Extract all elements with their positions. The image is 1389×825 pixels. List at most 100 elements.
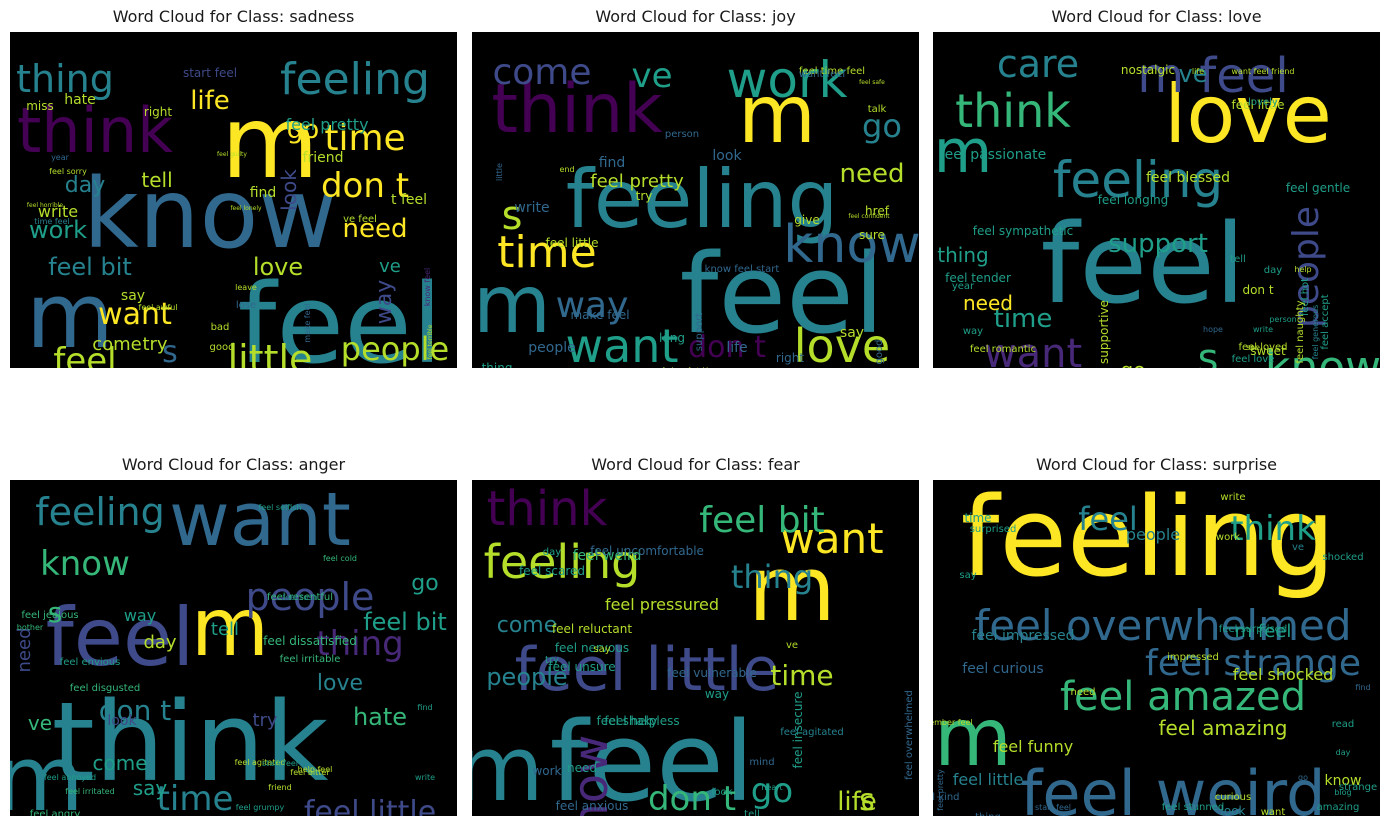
word-cloud-word: feel reluctant: [552, 622, 632, 636]
word-cloud-word: feel anxious: [556, 799, 629, 813]
word-cloud-word: go: [1121, 358, 1146, 368]
word-cloud-word: don t: [99, 694, 172, 727]
word-cloud-word: time: [964, 511, 991, 525]
word-cloud-word: need: [567, 761, 597, 775]
word-cloud-word: feel little: [515, 635, 780, 705]
word-cloud-word: s: [859, 783, 875, 816]
word-cloud-word: feel amazed: [1060, 674, 1306, 720]
word-cloud-word: blog: [1334, 788, 1351, 797]
word-cloud-word: say: [959, 570, 976, 581]
word-cloud-word: thing: [975, 812, 1001, 816]
word-cloud-word: go: [1298, 773, 1308, 782]
word-cloud-word: think: [1230, 509, 1316, 549]
word-cloud-word: feel horrible: [27, 202, 64, 209]
word-cloud-word: feel bit: [48, 253, 132, 281]
word-cloud-word: find: [599, 155, 626, 171]
word-cloud-word: feel awful: [139, 303, 178, 312]
word-cloud-word: feeling: [35, 490, 164, 534]
word-cloud-word: heart: [761, 783, 782, 792]
word-cloud-word: feel annoyed: [44, 773, 96, 782]
word-cloud-word: shocked: [1322, 552, 1363, 563]
word-cloud-word: work: [727, 51, 848, 109]
word-cloud-word: feel stunned: [1162, 802, 1224, 813]
word-cloud-word: s: [1198, 336, 1219, 368]
word-cloud-word: feel: [680, 230, 885, 358]
word-cloud-word: m: [934, 117, 992, 187]
chart-title: Word Cloud for Class: sadness: [112, 7, 355, 26]
word-cloud-word: thing: [16, 57, 114, 101]
word-cloud-word: time feel: [34, 217, 70, 226]
word-cloud-word: help: [1294, 265, 1311, 274]
word-cloud-word: right: [776, 351, 804, 365]
word-cloud-panel: Word Cloud for Class: sadness know feel m m t…: [10, 6, 457, 368]
word-cloud-word: feel resentful: [267, 592, 333, 603]
word-cloud-word: surprised: [970, 524, 1017, 535]
word-cloud-word: tell: [1230, 254, 1246, 265]
word-cloud-word: ve: [631, 56, 672, 96]
word-cloud-word: feel strange: [1145, 643, 1361, 684]
word-cloud-word: want feel friend: [1231, 67, 1294, 76]
word-cloud-word: work: [532, 764, 561, 778]
word-cloud-word: tell: [211, 619, 239, 640]
word-cloud-word: m feel: [1235, 621, 1292, 642]
word-cloud-word: know: [1325, 773, 1362, 789]
word-cloud-word: find: [250, 185, 277, 201]
word-cloud-word: talk: [868, 104, 887, 115]
word-cloud-word: nostalgic: [1121, 63, 1175, 77]
word-cloud-word: try: [636, 189, 653, 203]
word-cloud-word: come: [497, 613, 558, 638]
word-cloud-word: know: [783, 215, 919, 275]
word-cloud-word: day: [143, 632, 176, 653]
word-cloud-word: leave: [235, 283, 257, 292]
word-cloud-word: look: [277, 169, 301, 211]
word-cloud-word: sure: [859, 228, 885, 242]
word-cloud-word: feel envious: [60, 657, 121, 668]
word-cloud-word: m: [10, 727, 84, 816]
word-cloud-word: good: [874, 340, 885, 365]
word-cloud-word: ve: [786, 640, 798, 651]
word-cloud-word: go: [287, 115, 319, 145]
word-cloud-panel: Word Cloud for Class: joy feel feeling m m th…: [472, 6, 919, 368]
word-cloud-word: feel nervous: [555, 641, 629, 655]
word-cloud-panel: Word Cloud for Class: fear feel m m feel lit…: [472, 454, 919, 816]
word-cloud-word: feel unsure: [548, 660, 615, 674]
word-cloud-word: think: [487, 481, 608, 537]
word-cloud-word: href: [865, 204, 890, 218]
word-cloud-word: ve: [1292, 542, 1304, 553]
word-cloud-word: sweet: [1250, 344, 1286, 358]
word-cloud-word: s: [162, 335, 178, 368]
word-cloud-word: know feel: [423, 268, 432, 307]
word-cloud-word: don t: [648, 779, 736, 816]
word-cloud-word: long: [659, 331, 685, 345]
word-cloud-canvas: think want feel m m feeling know people thing tim…: [10, 480, 457, 816]
word-cloud-word: look: [712, 148, 742, 164]
word-cloud-word: way: [963, 326, 983, 337]
word-cloud-word: m feel: [1137, 48, 1288, 104]
word-cloud-word: time: [324, 118, 405, 159]
word-cloud-word: want: [1261, 807, 1286, 816]
word-cloud-word: people: [1286, 206, 1327, 328]
word-cloud-word: feel tender: [945, 271, 1011, 285]
word-cloud-word: work: [29, 216, 87, 244]
word-cloud-word: feel guilty: [217, 151, 247, 158]
word-cloud-word: need: [343, 214, 408, 244]
word-cloud-canvas: feel love feeling think m m feel care know want s…: [933, 32, 1380, 368]
word-cloud-word: look: [712, 787, 733, 798]
word-cloud-word: make feel: [303, 303, 312, 342]
word-cloud-word: m: [738, 68, 816, 161]
word-cloud-word: year: [51, 153, 70, 162]
word-cloud-word: feel jealous: [21, 610, 78, 621]
word-cloud-word: lose: [236, 300, 256, 311]
word-cloud-word: write: [415, 773, 435, 782]
word-cloud-word: feeling: [961, 480, 1336, 601]
word-cloud-word: want: [98, 297, 172, 332]
word-cloud-word: feel: [53, 341, 116, 368]
word-cloud-word: way: [556, 285, 629, 326]
word-cloud-word: feeling: [484, 535, 641, 589]
word-cloud-word: feel overwhelmed: [974, 601, 1351, 650]
word-cloud-word: support: [1108, 229, 1208, 259]
word-cloud-word: day: [65, 173, 105, 198]
word-cloud-word: people: [486, 663, 567, 691]
word-cloud-word: mind: [749, 757, 774, 768]
word-cloud-word: feel: [550, 698, 755, 816]
